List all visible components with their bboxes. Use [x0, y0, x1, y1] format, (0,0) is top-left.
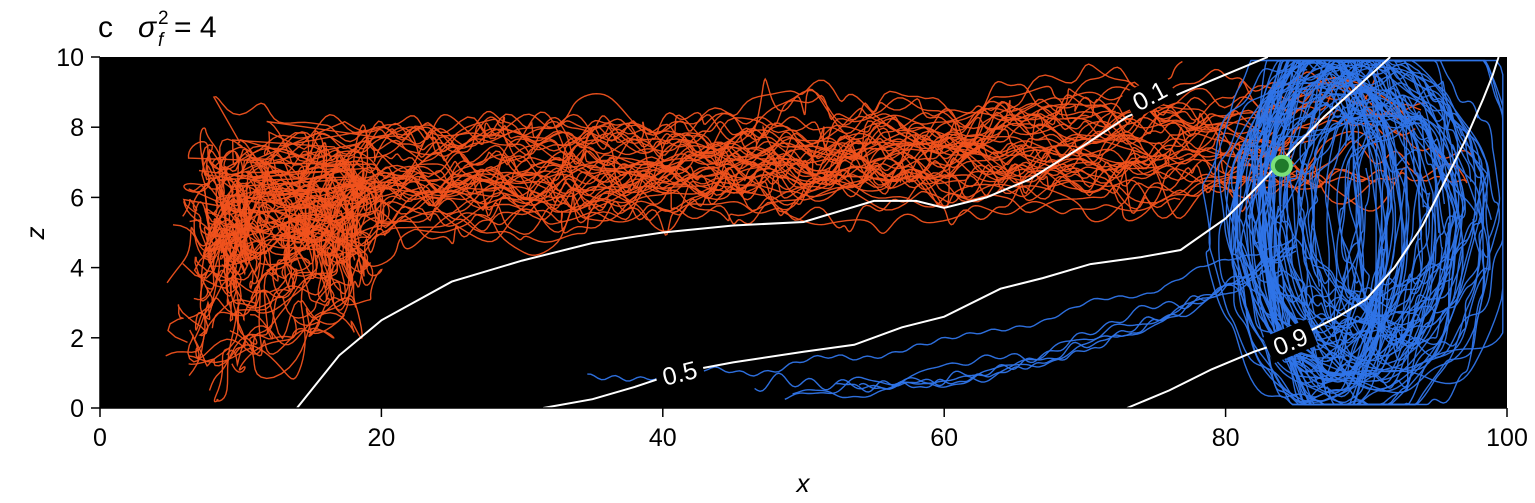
x-tick-label: 40 [649, 424, 677, 452]
red-trajectory [195, 142, 1295, 359]
red-trajectory [229, 126, 1242, 380]
red-trajectory [207, 136, 1184, 234]
title-superscript: 2 [158, 8, 169, 29]
blue-trajectory [792, 250, 1297, 399]
y-tick-label: 8 [70, 114, 84, 142]
y-tick-label: 10 [56, 44, 84, 72]
blue-trajectory [1338, 95, 1458, 349]
panel-letter: c [98, 11, 113, 44]
contour-label-gap [653, 353, 707, 393]
red-trajectory [193, 150, 1181, 301]
title-value: = 4 [174, 11, 217, 44]
trajectories [165, 59, 1504, 406]
chart-title: σ 2 f = 4 [138, 8, 217, 51]
red-trajectory [244, 79, 1309, 347]
contour-line [296, 56, 1269, 409]
red-trajectory [230, 154, 1254, 340]
title-symbol: σ [138, 11, 158, 44]
red-trajectory [250, 157, 1300, 303]
axes: 0 20 40 60 80 100 0 2 4 6 8 10 [56, 44, 1528, 452]
contour-label-gap [1262, 319, 1318, 364]
blue-trajectory [1282, 76, 1481, 371]
blue-trajectory [1230, 59, 1449, 385]
y-axis-label: z [20, 227, 50, 241]
blue-trajectory [587, 236, 1297, 382]
red-trajectory [187, 96, 1123, 319]
blue-trajectory [1297, 59, 1501, 345]
blue-trajectory [1309, 59, 1477, 356]
blue-trajectory [836, 244, 1297, 393]
red-trajectory [165, 139, 1280, 357]
blue-trajectory [1248, 59, 1466, 322]
contour-line [1126, 56, 1500, 409]
red-trajectory [183, 86, 1165, 282]
red-trajectory [205, 162, 1155, 262]
title-subscript: f [158, 30, 165, 51]
blue-trajectory [1347, 94, 1451, 368]
source-marker [1270, 154, 1293, 177]
red-trajectory [182, 107, 1192, 279]
red-trajectory [194, 77, 1414, 340]
y-tick-label: 6 [70, 184, 84, 212]
red-trajectory [231, 102, 1427, 373]
red-trajectory [202, 134, 1377, 282]
x-tick-label: 0 [93, 424, 107, 452]
red-trajectory [208, 113, 1316, 391]
y-tick-label: 0 [70, 395, 84, 423]
y-tick-label: 2 [70, 325, 84, 353]
blue-trajectory [1208, 59, 1457, 406]
contour-label-gap [1121, 71, 1178, 120]
x-axis-label: x [795, 468, 811, 498]
x-tick-label: 100 [1486, 424, 1528, 452]
x-tick-label: 20 [367, 424, 395, 452]
blue-trajectory [1324, 87, 1444, 389]
y-tick-label: 4 [70, 255, 84, 283]
red-trajectory [187, 138, 1255, 368]
x-tick-label: 60 [930, 424, 958, 452]
blue-trajectory [1259, 59, 1501, 406]
x-tick-label: 80 [1212, 424, 1240, 452]
blue-trajectory [1313, 67, 1485, 406]
